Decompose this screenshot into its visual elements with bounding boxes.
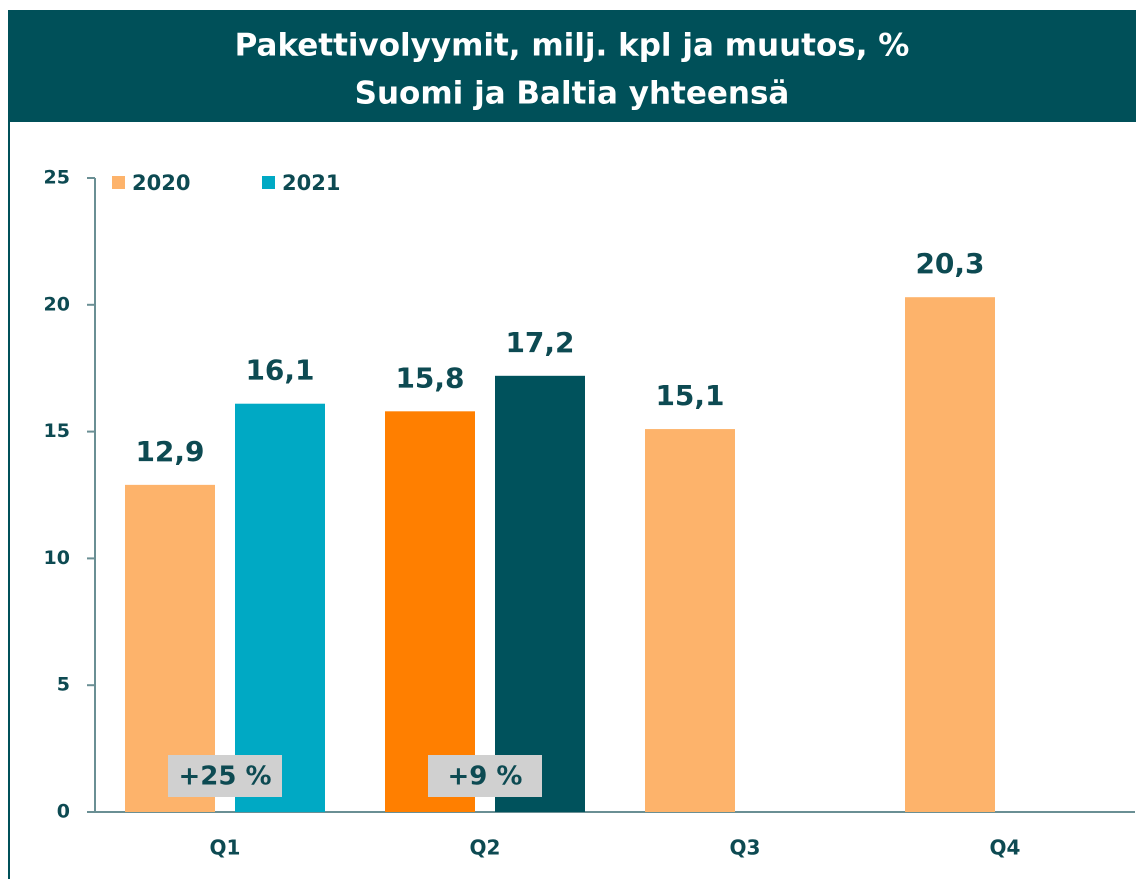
- annotation-box: [168, 755, 282, 797]
- y-tick-label: 20: [44, 293, 70, 315]
- x-tick-label: Q4: [990, 836, 1021, 860]
- bar: [235, 403, 325, 812]
- chart-subtitle: Suomi ja Baltia yhteensä: [355, 76, 790, 112]
- y-tick-label: 10: [44, 547, 70, 569]
- annotation: +9 %: [448, 762, 523, 792]
- value-label: 20,3: [915, 247, 984, 280]
- annotation: +25 %: [178, 762, 271, 792]
- legend-swatch: [112, 176, 125, 189]
- bar: [645, 429, 735, 812]
- y-tick-label: 25: [44, 167, 70, 189]
- value-label: 15,8: [395, 361, 464, 394]
- legend-label: 2021: [282, 171, 340, 195]
- annotation-box: [428, 755, 542, 797]
- value-label: 17,2: [505, 326, 574, 359]
- bar: [495, 375, 585, 812]
- value-label: 12,9: [135, 435, 204, 468]
- legend-swatch: [262, 176, 275, 189]
- chart-title: Pakettivolyymit, milj. kpl ja muutos, %: [235, 28, 910, 64]
- x-tick-label: Q2: [470, 836, 501, 860]
- bar: [905, 297, 995, 812]
- x-tick-label: Q1: [210, 836, 241, 860]
- y-tick-label: 15: [44, 420, 70, 442]
- value-label: 15,1: [655, 379, 724, 412]
- header: [8, 10, 1136, 122]
- value-label: 16,1: [245, 354, 314, 387]
- bar: [385, 411, 475, 812]
- x-tick-label: Q3: [730, 836, 761, 860]
- y-tick-label: 5: [57, 674, 70, 696]
- y-tick-label: 0: [57, 801, 70, 823]
- legend-label: 2020: [132, 171, 190, 195]
